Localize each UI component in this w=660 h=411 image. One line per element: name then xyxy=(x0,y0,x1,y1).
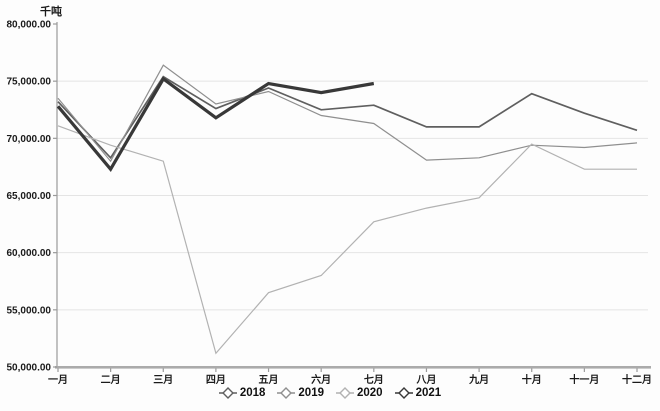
x-axis-tick-label: 三月 xyxy=(153,374,173,386)
legend-line-diamond-marker-icon xyxy=(394,387,413,399)
y-axis-tick-label: 55,000.00 xyxy=(7,305,52,316)
legend-line-diamond-marker-icon xyxy=(277,387,296,399)
y-axis-tick-label: 75,000.00 xyxy=(7,77,52,88)
x-axis-line xyxy=(55,366,651,369)
x-axis-tick-label: 五月 xyxy=(259,374,279,386)
x-axis-tick-label: 六月 xyxy=(311,373,331,386)
x-axis-tick-label: 四月 xyxy=(206,374,226,386)
x-axis-tick-label: 二月 xyxy=(101,374,121,386)
y-axis-tick-label: 60,000.00 xyxy=(7,248,52,259)
legend-item-2019: 2019 xyxy=(277,387,324,399)
series-line-2019 xyxy=(57,64,638,163)
legend-item-2021: 2021 xyxy=(394,387,442,399)
legend-line-diamond-marker-icon xyxy=(218,387,237,399)
y-axis-tick-label: 50,000.00 xyxy=(7,363,52,374)
legend-label: 2019 xyxy=(298,387,324,399)
x-axis-tick-label: 八月 xyxy=(415,374,436,386)
y-axis-unit-label: 千吨 xyxy=(40,6,62,18)
legend-label: 2021 xyxy=(415,387,442,399)
x-axis-tick-label: 十月 xyxy=(522,373,542,386)
series-line-2018 xyxy=(57,75,638,160)
y-axis-tick-label: 70,000.00 xyxy=(7,134,52,145)
x-axis-tick-label: 十二月 xyxy=(622,373,652,386)
y-axis-tick-label: 65,000.00 xyxy=(7,191,52,202)
legend-item-2018: 2018 xyxy=(218,387,266,399)
chart-legend: 2018 2019 2020 2021 xyxy=(0,387,660,399)
x-axis-tick-label: 九月 xyxy=(468,373,489,386)
legend-label: 2020 xyxy=(357,387,383,399)
legend-label: 2018 xyxy=(239,387,266,399)
legend-item-2020: 2020 xyxy=(336,387,383,399)
x-axis-tick-label: 七月 xyxy=(364,373,384,386)
series-line-2021 xyxy=(56,76,375,172)
series-line-2020 xyxy=(57,125,637,355)
legend-line-diamond-marker-icon xyxy=(336,387,354,399)
x-axis-tick-label: 一月 xyxy=(48,374,68,386)
y-axis-tick-label: 80,000.00 xyxy=(7,20,52,31)
x-axis-tick-label: 十一月 xyxy=(569,373,599,386)
